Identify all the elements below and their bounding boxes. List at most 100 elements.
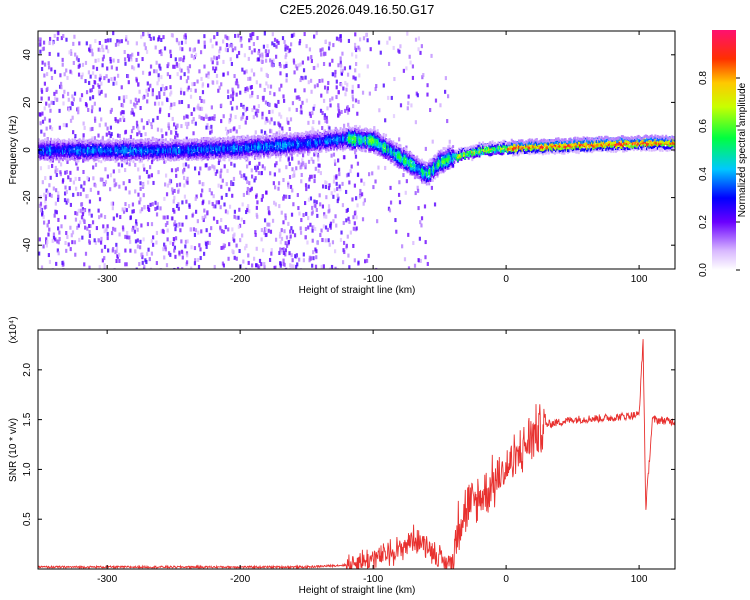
noise-speck [97, 208, 100, 213]
noise-speck [299, 226, 302, 231]
ridge-cell [356, 132, 359, 136]
noise-speck [234, 115, 237, 120]
noise-speck [307, 159, 311, 164]
ridge-cell [277, 137, 280, 141]
ridge-cell [259, 154, 262, 158]
noise-speck [169, 92, 172, 97]
ridge-cell [161, 148, 164, 152]
ridge-cell [156, 146, 159, 150]
ridge-cell [164, 138, 167, 142]
ridge-cell [315, 134, 318, 138]
noise-speck [397, 192, 401, 197]
noise-speck [275, 131, 278, 136]
noise-speck [222, 229, 225, 234]
noise-speck [335, 223, 338, 228]
ridge-cell [332, 130, 335, 134]
ridge-cell [217, 147, 220, 151]
ridge-cell [186, 139, 189, 143]
noise-speck [142, 32, 145, 37]
noise-speck [72, 180, 75, 185]
ridge-cell [304, 135, 307, 139]
noise-speck [134, 104, 137, 109]
noise-speck [205, 228, 208, 233]
noise-speck [39, 39, 42, 44]
noise-speck [338, 37, 341, 42]
ridge-cell [114, 144, 117, 148]
noise-speck [235, 78, 238, 83]
noise-speck [171, 216, 174, 221]
ridge-cell [233, 144, 236, 148]
noise-speck [255, 168, 258, 173]
noise-speck [216, 219, 219, 224]
noise-speck [127, 57, 131, 62]
noise-speck [312, 256, 315, 261]
noise-speck [42, 215, 45, 220]
noise-speck [116, 133, 120, 138]
ridge-cell [358, 138, 361, 142]
noise-speck [328, 62, 331, 67]
ridge-cell [230, 151, 233, 155]
ridge-cell [258, 135, 261, 139]
ridge-cell [285, 132, 288, 136]
noise-speck [54, 165, 57, 170]
noise-speck [302, 161, 305, 166]
noise-speck [333, 188, 336, 193]
noise-speck [258, 258, 262, 263]
ridge-cell [356, 140, 359, 144]
ridge-cell [353, 143, 356, 147]
noise-speck [56, 239, 59, 244]
noise-speck [346, 234, 349, 239]
ridge-cell [57, 152, 60, 156]
ridge-cell [60, 142, 63, 146]
ridge-cell [361, 149, 364, 153]
noise-speck [119, 111, 123, 116]
ridge-cell [312, 140, 315, 144]
ridge-cell [284, 141, 287, 145]
noise-speck [156, 81, 159, 86]
noise-speck [235, 256, 238, 261]
ridge-cell [193, 152, 196, 156]
noise-speck [424, 255, 427, 260]
noise-speck [326, 86, 329, 91]
noise-speck [177, 223, 180, 228]
noise-speck [199, 106, 202, 111]
noise-speck [180, 68, 183, 73]
noise-speck [215, 200, 218, 205]
ridge-cell [111, 151, 114, 155]
noise-speck [340, 71, 344, 76]
noise-speck [84, 251, 88, 256]
ridge-cell [245, 151, 248, 155]
ridge-cell [340, 140, 343, 144]
ridge-cell [363, 139, 366, 143]
noise-speck [135, 78, 138, 83]
ridge-cell [199, 141, 202, 145]
noise-speck [280, 83, 283, 88]
ridge-cell [212, 156, 215, 160]
noise-speck [323, 113, 327, 118]
noise-speck [266, 44, 269, 49]
noise-speck [150, 239, 153, 244]
noise-speck [46, 239, 49, 244]
ridge-cell [357, 143, 360, 147]
ridge-cell [45, 140, 48, 144]
ridge-cell [121, 158, 124, 162]
noise-speck [80, 93, 84, 98]
ridge-cell [169, 155, 172, 159]
ridge-cell [257, 139, 260, 143]
ridge-cell [225, 148, 228, 152]
ridge-cell [164, 142, 167, 146]
noise-speck [224, 34, 227, 39]
ridge-cell [301, 137, 304, 141]
ridge-cell [297, 132, 300, 136]
noise-speck [138, 200, 141, 205]
ridge-cell [91, 155, 94, 159]
ridge-cell [343, 138, 346, 142]
noise-speck [411, 75, 415, 80]
ridge-cell [318, 140, 321, 144]
ridge-cell [229, 143, 232, 147]
ridge-cell [186, 157, 189, 161]
noise-speck [147, 247, 150, 252]
ridge-cell [358, 143, 361, 147]
ridge-cell [261, 144, 264, 148]
noise-speck [279, 63, 282, 68]
